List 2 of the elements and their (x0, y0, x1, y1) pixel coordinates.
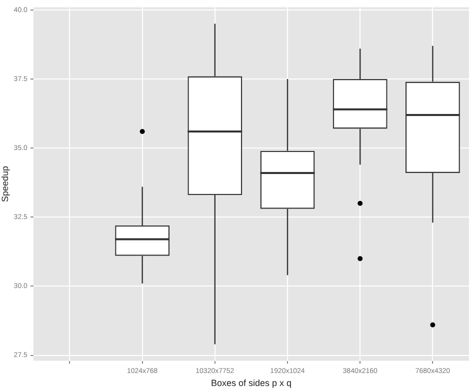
x-axis-title: Boxes of sides p x q (210, 378, 292, 388)
y-axis-title: Speedup (0, 166, 10, 202)
